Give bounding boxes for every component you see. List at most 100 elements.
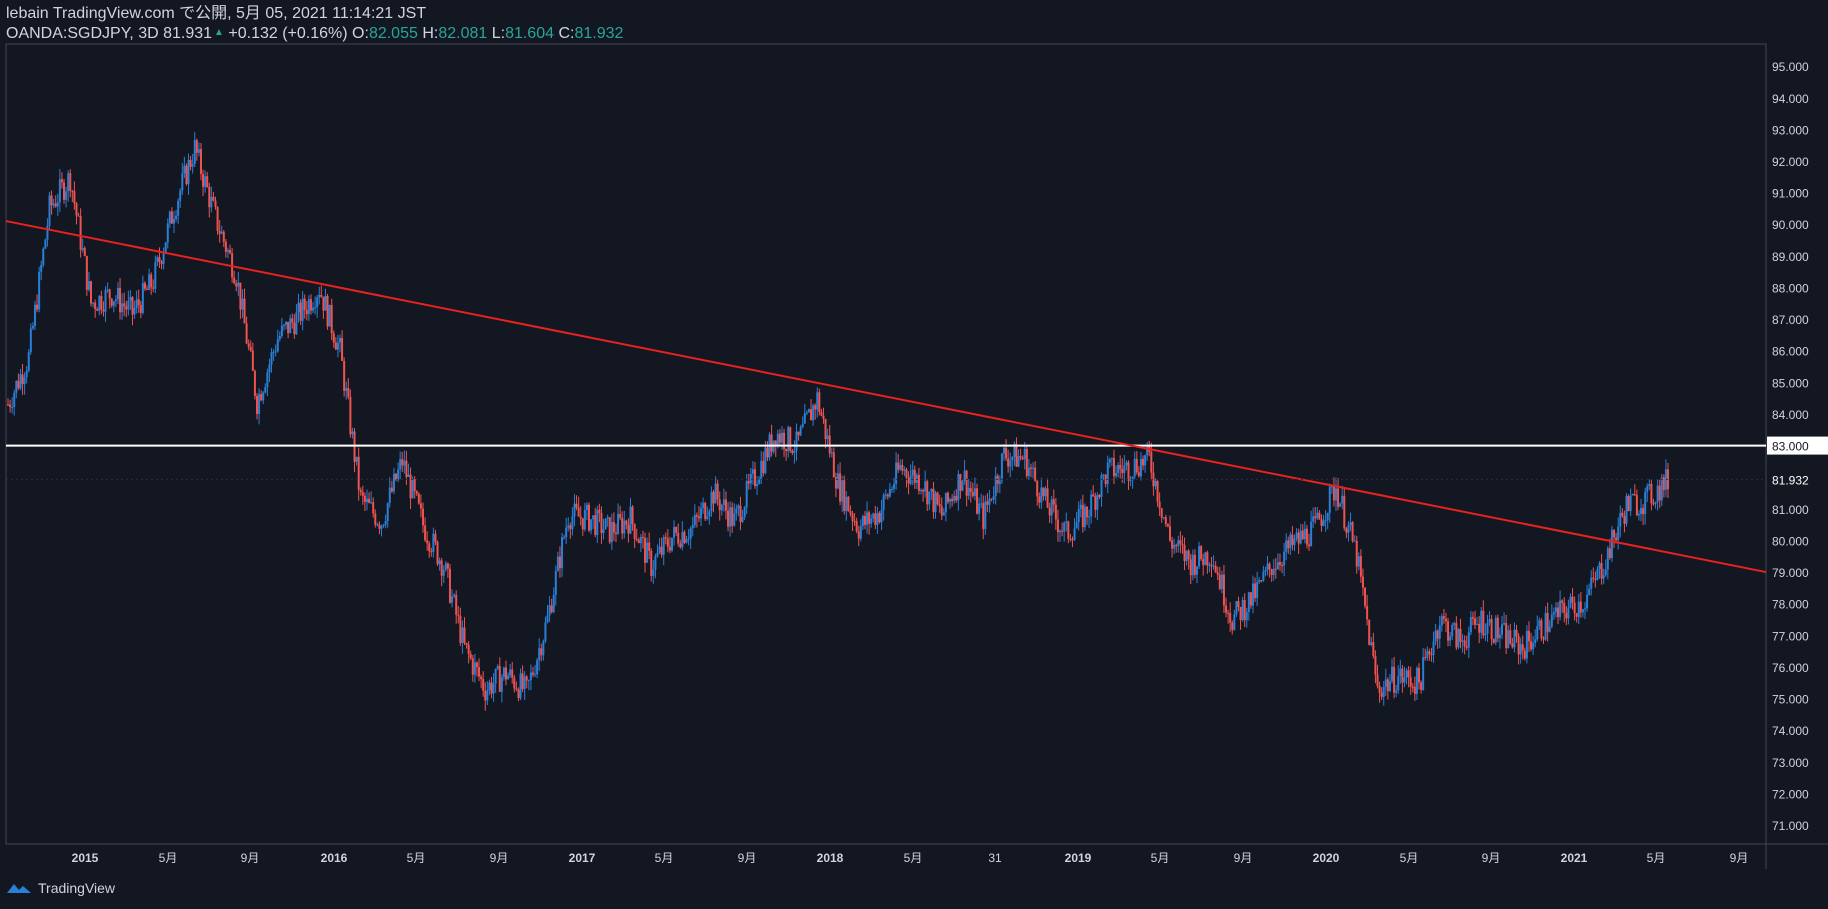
candle-up: [278, 335, 281, 340]
candle-down: [253, 370, 256, 396]
candle-down: [679, 543, 682, 548]
candle-up: [1550, 614, 1553, 627]
candle-down: [608, 517, 611, 543]
candle-up: [720, 504, 723, 511]
footer-brand[interactable]: TradingView: [6, 880, 115, 896]
candle-down: [395, 473, 398, 480]
candle-up: [33, 304, 36, 326]
candle-down: [1366, 605, 1369, 620]
price-tick-label: 95.000: [1772, 60, 1809, 74]
candle-up: [1050, 499, 1053, 516]
candle-down: [218, 230, 221, 234]
candle-up: [1009, 460, 1012, 467]
candle-down: [1210, 564, 1213, 567]
candle-up: [1100, 475, 1103, 497]
candle-down: [1542, 638, 1545, 640]
candle-down: [1005, 447, 1008, 459]
candle-down: [1104, 474, 1107, 485]
candle-down: [1183, 545, 1186, 561]
candle-down: [619, 513, 622, 518]
candle-up: [708, 511, 711, 517]
candle-up: [861, 515, 864, 527]
candle-down: [1523, 650, 1526, 659]
candle-down: [160, 261, 163, 264]
candle-up: [25, 370, 28, 378]
candle-down: [36, 304, 39, 310]
candle-up: [654, 556, 657, 570]
candle-up: [411, 479, 414, 499]
candle-down: [100, 295, 103, 310]
candle-up: [888, 489, 891, 497]
candle-down: [108, 289, 111, 299]
candle-down: [1152, 472, 1155, 487]
candles-layer: [7, 132, 1669, 711]
candle-down: [1214, 565, 1217, 573]
candle-up: [314, 307, 317, 309]
candle-up: [693, 514, 696, 526]
candle-up: [687, 538, 690, 540]
candle-up: [1432, 641, 1435, 656]
candle-up: [590, 519, 593, 531]
candle-up: [924, 481, 927, 492]
candle-down: [419, 503, 422, 509]
candle-down: [469, 653, 472, 659]
candle-up: [928, 491, 931, 505]
candle-down: [137, 299, 140, 305]
price-tick-label: 88.000: [1772, 281, 1809, 295]
candle-down: [747, 481, 750, 484]
candle-down: [575, 503, 578, 508]
candle-up: [237, 282, 240, 287]
candle-up: [274, 351, 277, 353]
candle-up: [872, 513, 875, 519]
candle-down: [635, 539, 638, 541]
candle-up: [737, 505, 740, 509]
candle-up: [1144, 455, 1147, 466]
candle-down: [455, 594, 458, 615]
candle-up: [496, 666, 499, 669]
candle-down: [1094, 496, 1097, 510]
candle-up: [386, 503, 389, 521]
candle-down: [73, 191, 76, 204]
candle-up: [106, 289, 109, 291]
candle-down: [1511, 643, 1514, 648]
candle-down: [436, 541, 439, 565]
candle-up: [963, 470, 966, 482]
trendline[interactable]: [5, 220, 1767, 574]
candle-up: [370, 502, 373, 504]
candle-down: [413, 479, 416, 492]
candle-down: [1225, 605, 1228, 613]
last-price-badge-bg: [1767, 470, 1828, 489]
candle-up: [1063, 522, 1066, 532]
candle-up: [494, 668, 497, 684]
candle-down: [505, 667, 507, 680]
candle-up: [1567, 607, 1570, 619]
candle-up: [567, 525, 570, 528]
candle-up: [884, 494, 887, 496]
candle-up: [133, 308, 136, 315]
candle-up: [749, 473, 752, 484]
candle-up: [1629, 495, 1632, 512]
candle-up: [1264, 570, 1267, 572]
candle-down: [754, 469, 756, 487]
candle-up: [942, 512, 945, 516]
level-price-badge-bg: [1767, 436, 1828, 455]
candle-down: [1411, 686, 1414, 688]
candle-down: [463, 627, 466, 643]
candle-up: [220, 231, 223, 234]
candle-up: [1146, 445, 1149, 456]
time-axis[interactable]: 2015 5月 9月 2016 5月 9月 2017 5月 9月 2018 5月 31 2019 5月 9月…: [72, 851, 1749, 865]
candle-down: [1112, 458, 1115, 477]
price-axis[interactable]: 95.000 94.000 93.000 92.000 91.000 90.000 89.0…: [1767, 60, 1828, 833]
candle-up: [179, 190, 182, 201]
candle-down: [125, 306, 128, 310]
candle-up: [1289, 534, 1292, 549]
candle-up: [1235, 601, 1238, 615]
candle-up: [1220, 574, 1223, 589]
candle-up: [392, 473, 395, 492]
candle-down: [1592, 577, 1595, 579]
candle-down: [1243, 599, 1246, 621]
candle-down: [886, 494, 889, 497]
candle-up: [1586, 594, 1589, 609]
candle-down: [1613, 529, 1616, 538]
